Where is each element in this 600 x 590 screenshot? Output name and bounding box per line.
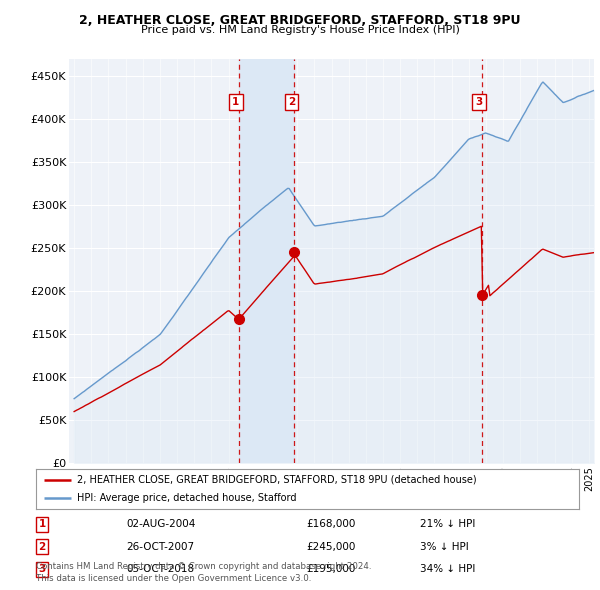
Text: 34% ↓ HPI: 34% ↓ HPI [420, 564, 475, 574]
Text: Price paid vs. HM Land Registry's House Price Index (HPI): Price paid vs. HM Land Registry's House … [140, 25, 460, 35]
Text: 1: 1 [38, 519, 46, 529]
Text: Contains HM Land Registry data © Crown copyright and database right 2024.
This d: Contains HM Land Registry data © Crown c… [36, 562, 371, 583]
Text: 2, HEATHER CLOSE, GREAT BRIDGEFORD, STAFFORD, ST18 9PU: 2, HEATHER CLOSE, GREAT BRIDGEFORD, STAF… [79, 14, 521, 27]
Text: 26-OCT-2007: 26-OCT-2007 [126, 542, 194, 552]
Text: £168,000: £168,000 [306, 519, 355, 529]
Text: 1: 1 [232, 97, 239, 107]
Bar [239, 59, 294, 463]
Text: HPI: Average price, detached house, Stafford: HPI: Average price, detached house, Staf… [77, 493, 296, 503]
Text: 21% ↓ HPI: 21% ↓ HPI [420, 519, 475, 529]
Text: £195,000: £195,000 [306, 564, 355, 574]
Text: 02-AUG-2004: 02-AUG-2004 [126, 519, 196, 529]
Text: 3: 3 [475, 97, 482, 107]
Text: 3: 3 [38, 564, 46, 574]
Text: 2, HEATHER CLOSE, GREAT BRIDGEFORD, STAFFORD, ST18 9PU (detached house): 2, HEATHER CLOSE, GREAT BRIDGEFORD, STAF… [77, 475, 476, 485]
Text: 3% ↓ HPI: 3% ↓ HPI [420, 542, 469, 552]
Text: £245,000: £245,000 [306, 542, 355, 552]
Text: 2: 2 [38, 542, 46, 552]
Text: 2: 2 [288, 97, 295, 107]
Text: 05-OCT-2018: 05-OCT-2018 [126, 564, 194, 574]
